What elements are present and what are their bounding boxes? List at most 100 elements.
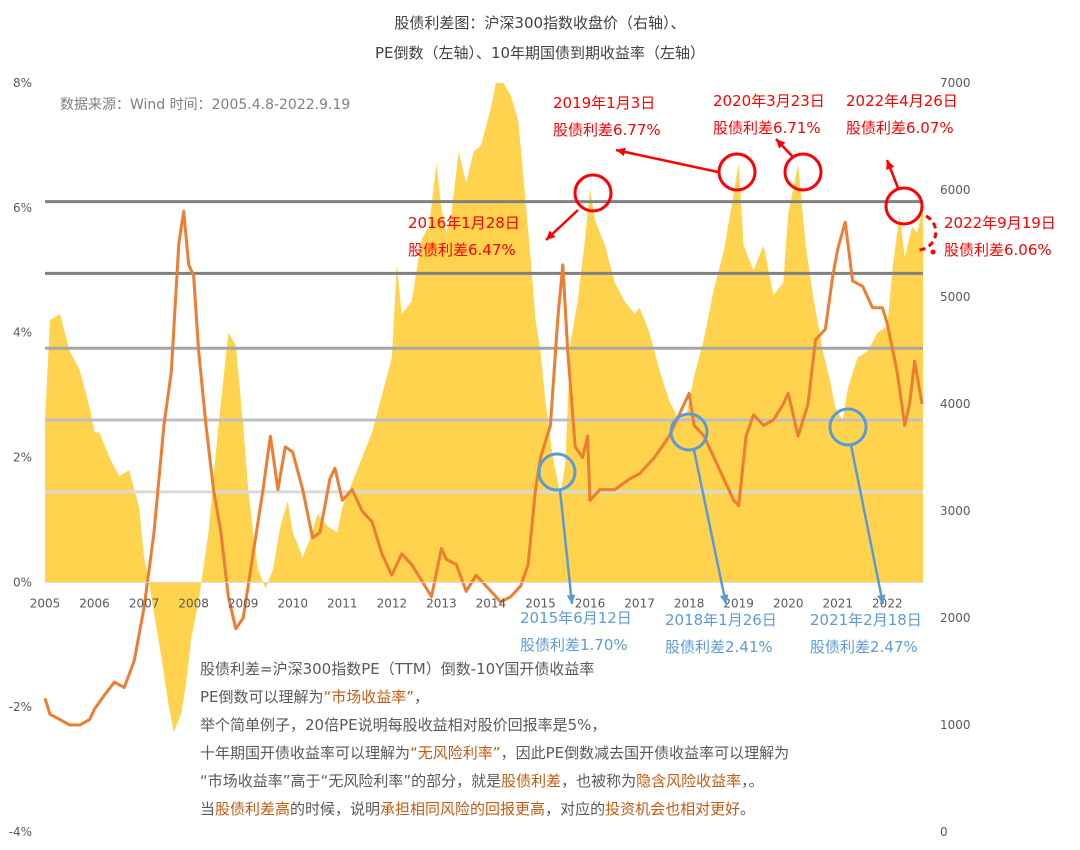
- y-left-tick-label: 4%: [13, 326, 32, 340]
- note-line-6: 当股债利差高的时候，说明承担相同风险的回报更高，对应的投资机会也相对更好。: [200, 800, 756, 818]
- y-left-tick-label: 8%: [13, 76, 32, 90]
- annotation-value: 股债利差6.06%: [944, 241, 1052, 259]
- x-tick-label: 2010: [277, 596, 308, 610]
- chart-title-line-2: PE倒数（左轴）、10年期国债到期收益率（左轴）: [374, 44, 706, 62]
- x-tick-label: 2018: [674, 596, 705, 610]
- x-tick-label: 2016: [575, 596, 606, 610]
- annotation-red-2019: 2019年1月3日 股债利差6.77%: [553, 90, 661, 144]
- y-right-tick-label: 3000: [940, 504, 971, 518]
- y-left-tick-label: 0%: [13, 575, 32, 589]
- blue-arrow-2018: [692, 449, 728, 605]
- index-line-layer: [43, 209, 924, 727]
- spread-area: [45, 83, 923, 733]
- x-tick-label: 2017: [624, 596, 655, 610]
- y-right-tick-label: 7000: [940, 76, 971, 90]
- x-tick-label: 2019: [723, 596, 754, 610]
- annotation-red-2022-sep: 2022年9月19日 股债利差6.06%: [944, 210, 1056, 264]
- spread-area-layer: [45, 83, 923, 733]
- x-tick-label: 2014: [476, 596, 507, 610]
- annotation-value: 股债利差6.77%: [553, 121, 661, 139]
- annotation-date: 2020年3月23日: [713, 92, 825, 110]
- annotation-date: 2022年9月19日: [944, 214, 1056, 232]
- annotation-blue-2018: 2018年1月26日 股债利差2.41%: [665, 607, 777, 661]
- annotation-date: 2016年1月28日: [408, 214, 520, 232]
- annotation-date: 2018年1月26日: [665, 611, 777, 629]
- annotation-value: 股债利差6.71%: [713, 119, 821, 137]
- y-right-tick-label: 0: [940, 825, 948, 839]
- annotation-date: 2015年6月12日: [520, 609, 632, 627]
- annotation-value: 股债利差6.47%: [408, 241, 516, 259]
- red-circle-2020: [783, 152, 823, 192]
- source-note: 数据来源：Wind 时间：2005.4.8-2022.9.19: [60, 97, 351, 113]
- red-circle-2019: [717, 152, 757, 192]
- blue-arrow-2018-head: [719, 594, 729, 604]
- annotation-value: 股债利差2.47%: [810, 638, 918, 656]
- note-line-4: 十年期国开债收益率可以理解为“无风险利率”，因此PE倒数减去国开债收益率可以理解…: [200, 744, 790, 762]
- annotation-value: 股债利差2.41%: [665, 638, 773, 656]
- blue-circle-2021: [828, 407, 868, 447]
- x-tick-label: 2011: [327, 596, 358, 610]
- red-arrow-2019-head: [616, 147, 626, 157]
- y-left-tick-label: 6%: [13, 201, 32, 215]
- x-tick-label: 2015: [525, 596, 556, 610]
- y-right-tick-label: 5000: [940, 290, 971, 304]
- annotation-value: 股债利差6.07%: [846, 119, 954, 137]
- blue-arrow-2021: [849, 444, 885, 605]
- red-arrowhead-2022-sep: [930, 249, 936, 255]
- note-line-5: “市场收益率”高于“无风险利率”的部分，就是股债利差，也被称为隐含风险收益率，。: [200, 772, 764, 790]
- index-close-line: [43, 209, 924, 727]
- y-right-tick-label: 4000: [940, 397, 971, 411]
- chart-title-line-1: 股债利差图：沪深300指数收盘价（右轴）、: [394, 14, 686, 32]
- annotation-date: 2022年4月26日: [846, 92, 958, 110]
- annotation-date: 2021年2月18日: [810, 611, 922, 629]
- x-tick-label: 2020: [773, 596, 804, 610]
- annotation-red-2016: 2016年1月28日 股债利差6.47%: [408, 210, 520, 264]
- x-tick-label: 2009: [228, 596, 259, 610]
- red-arrow-2022-apr-head: [886, 160, 895, 170]
- note-line-1: 股债利差=沪深300指数PE（TTM）倒数-10Y国开债收益率: [200, 660, 595, 678]
- red-circle-2016: [573, 173, 613, 213]
- x-tick-label: 2021: [823, 596, 854, 610]
- highlight-better-opportunity: 投资机会也相对更好: [605, 800, 741, 818]
- highlight-spread-high: 股债利差高: [215, 800, 291, 818]
- annotation-red-2022-apr: 2022年4月26日 股债利差6.07%: [846, 88, 958, 142]
- x-tick-label: 2007: [129, 596, 160, 610]
- blue-arrow-2021-head: [876, 594, 886, 604]
- note-line-3: 举个简单例子，20倍PE说明每股收益相对股价回报率是5%，: [200, 716, 607, 734]
- x-tick-label: 2022: [872, 596, 903, 610]
- y-right-tick-label: 6000: [940, 183, 971, 197]
- annotation-red-2020: 2020年3月23日 股债利差6.71%: [713, 88, 825, 142]
- blue-circle-2015: [537, 452, 577, 492]
- x-tick-label: 2006: [79, 596, 110, 610]
- y-right-tick-label: 1000: [940, 718, 971, 732]
- blue-arrow-2015-head: [566, 594, 576, 604]
- y-right-tick-label: 2000: [940, 611, 971, 625]
- y-left-tick-label: -4%: [9, 825, 32, 839]
- axes: 8% 6% 4% 2% 0% -2% -4% 7000 6000 5000 4000 3000 2000…: [9, 76, 971, 839]
- highlight-implied-risk-return: 隐含风险收益率: [636, 772, 742, 790]
- x-tick-label: 2005: [30, 596, 61, 610]
- annotation-blue-2021: 2021年2月18日 股债利差2.47%: [810, 607, 922, 661]
- red-circle-2022-apr: [884, 186, 924, 226]
- x-tick-label: 2008: [178, 596, 209, 610]
- annotation-marks: [537, 138, 938, 605]
- x-tick-label: 2012: [377, 596, 408, 610]
- highlight-higher-return: 承担相同风险的回报更高: [380, 800, 546, 818]
- red-arrow-2020-head: [776, 139, 786, 149]
- red-arrow-2016-head: [546, 230, 556, 240]
- y-left-tick-label: 2%: [13, 451, 32, 465]
- x-tick-label: 2013: [426, 596, 457, 610]
- highlight-spread: 股债利差: [501, 772, 562, 790]
- annotation-value: 股债利差1.70%: [520, 636, 628, 654]
- y-left-tick-label: -2%: [9, 700, 32, 714]
- annotation-blue-2015: 2015年6月12日 股债利差1.70%: [520, 605, 632, 659]
- blue-circle-2018: [669, 412, 709, 452]
- highlight-market-return: “市场收益率”: [323, 688, 415, 706]
- highlight-risk-free-rate: “无风险利率”: [410, 744, 501, 762]
- annotation-date: 2019年1月3日: [553, 94, 656, 112]
- explanation-notes: 股债利差=沪深300指数PE（TTM）倒数-10Y国开债收益率 PE倒数可以理解…: [200, 655, 789, 823]
- note-line-2: PE倒数可以理解为“市场收益率”，: [200, 688, 430, 706]
- red-partial-circle-2022-sep: [917, 214, 938, 252]
- blue-arrow-2015: [558, 489, 574, 605]
